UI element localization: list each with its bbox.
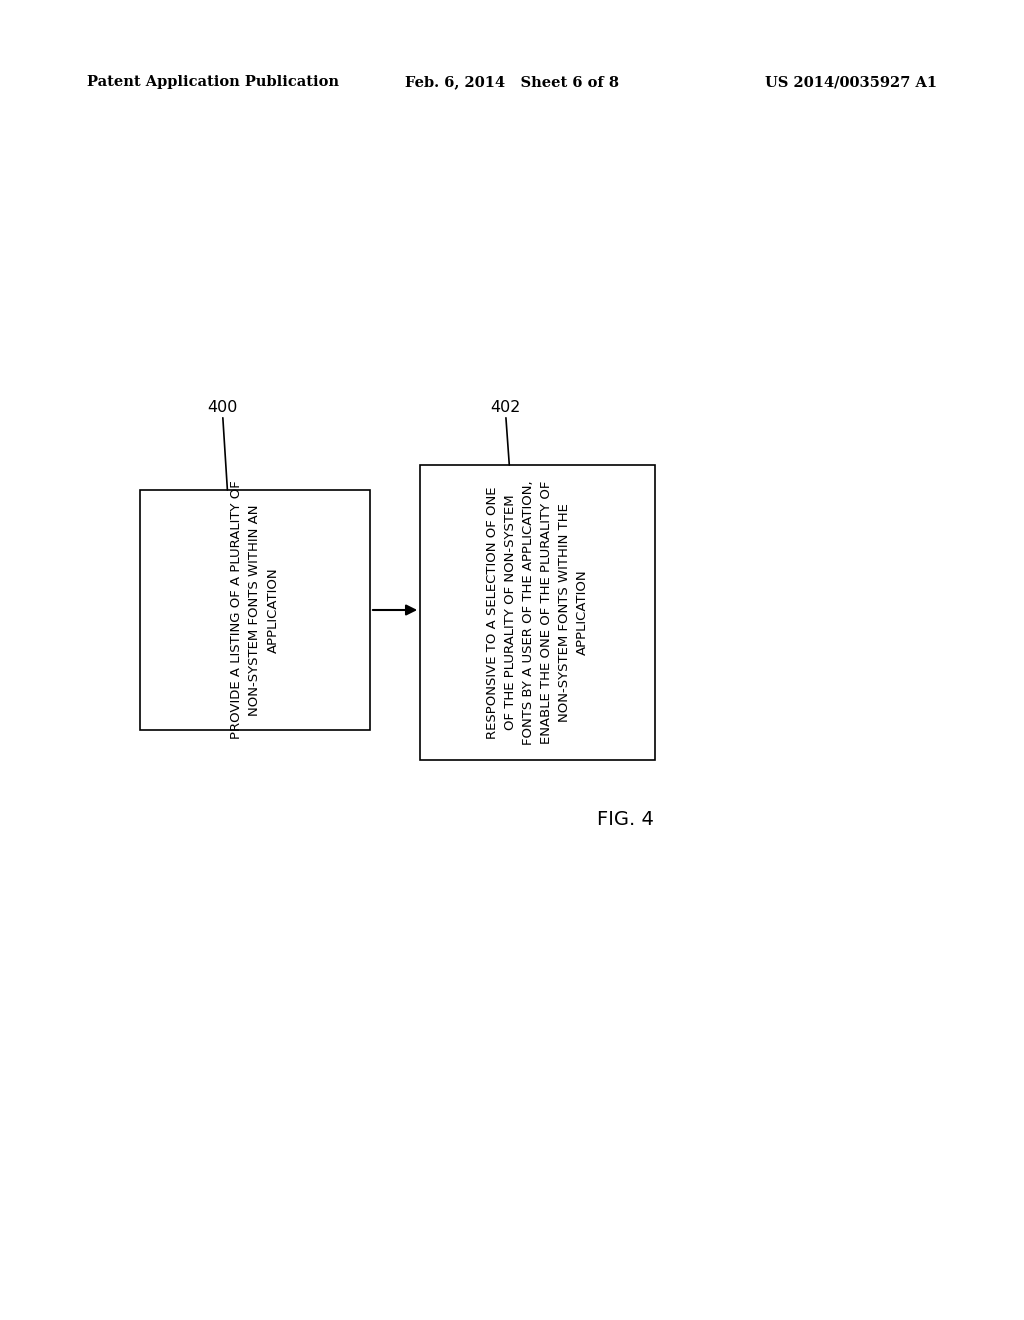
Text: US 2014/0035927 A1: US 2014/0035927 A1 (765, 75, 937, 88)
Text: 402: 402 (490, 400, 520, 465)
Text: Feb. 6, 2014   Sheet 6 of 8: Feb. 6, 2014 Sheet 6 of 8 (406, 75, 618, 88)
Text: RESPONSIVE TO A SELECTION OF ONE
OF THE PLURALITY OF NON-SYSTEM
FONTS BY A USER : RESPONSIVE TO A SELECTION OF ONE OF THE … (486, 480, 589, 744)
Text: PROVIDE A LISTING OF A PLURALITY OF
NON-SYSTEM FONTS WITHIN AN
APPLICATION: PROVIDE A LISTING OF A PLURALITY OF NON-… (230, 480, 280, 739)
Bar (140, 490, 370, 730)
Bar (420, 465, 655, 760)
Text: 400: 400 (207, 400, 238, 490)
Text: Patent Application Publication: Patent Application Publication (87, 75, 339, 88)
Text: FIG. 4: FIG. 4 (597, 810, 653, 829)
